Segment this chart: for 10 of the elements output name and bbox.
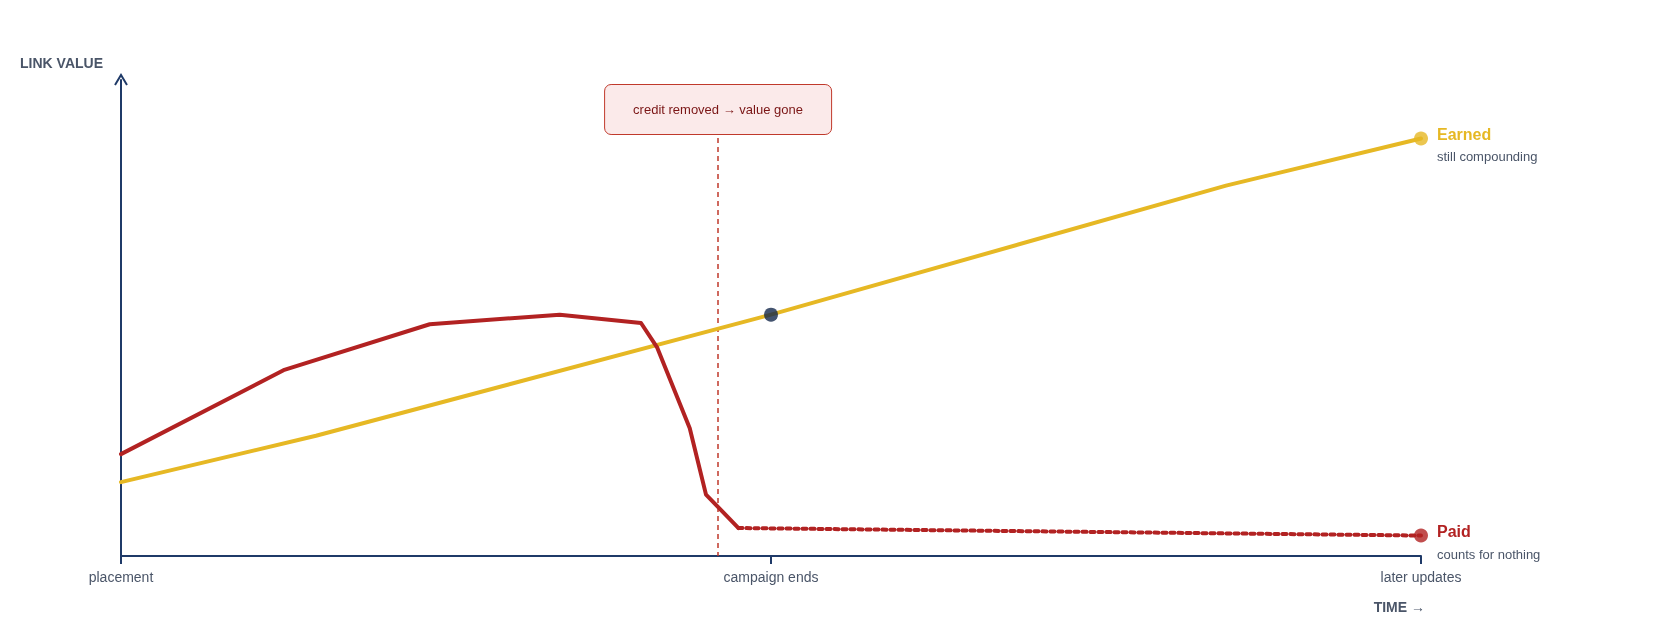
text: credit removed → value gone <box>604 84 832 135</box>
x-tick-label: later updates <box>1380 569 1462 585</box>
y-axis-title: LINK VALUE <box>20 55 103 71</box>
series-label: Paid <box>1437 523 1471 541</box>
text: counts for nothing <box>1437 546 1541 562</box>
text: still compounding <box>1437 149 1538 165</box>
series-label: Earned <box>1437 125 1492 143</box>
x-axis-title: TIME → <box>1373 599 1426 615</box>
x-tick-label: campaign ends <box>723 569 819 585</box>
x-tick-label: placement <box>88 569 154 585</box>
